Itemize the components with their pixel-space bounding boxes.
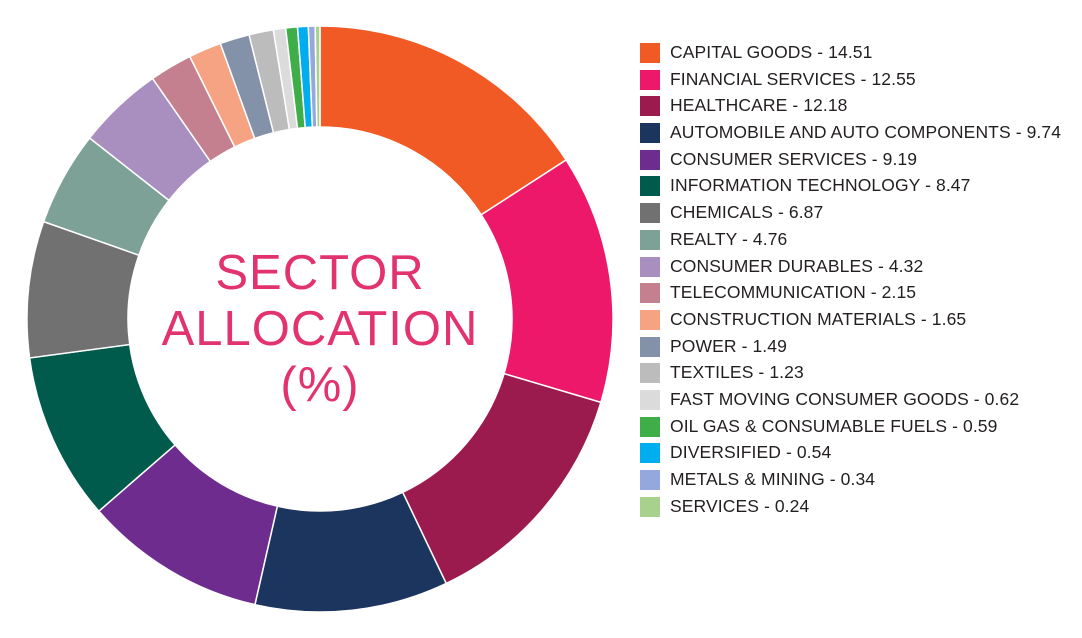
legend-item: CONSTRUCTION MATERIALS - 1.65 <box>640 309 1076 332</box>
legend-swatch <box>640 69 660 90</box>
legend-swatch <box>640 283 660 304</box>
legend-swatch <box>640 176 660 197</box>
legend-item: METALS & MINING - 0.34 <box>640 469 1076 492</box>
legend-swatch <box>640 256 660 277</box>
legend-item: SERVICES - 0.24 <box>640 496 1076 519</box>
legend-label: POWER - 1.49 <box>670 335 787 356</box>
legend-label: CAPITAL GOODS - 14.51 <box>670 42 873 62</box>
legend-swatch <box>640 149 660 170</box>
legend-item: AUTOMOBILE AND AUTO COMPONENTS - 9.74 <box>640 122 1076 145</box>
legend-swatch <box>640 443 660 464</box>
chart-title: SECTOR ALLOCATION (%) <box>160 245 480 413</box>
legend-swatch <box>640 123 660 144</box>
legend-label: REALTY - 4.76 <box>670 228 788 249</box>
legend-label: TEXTILES - 1.23 <box>670 362 804 383</box>
donut-slice-18 <box>314 25 321 128</box>
legend-label: DIVERSIFIED - 0.54 <box>670 442 832 463</box>
legend-item: CHEMICALS - 6.87 <box>640 202 1076 225</box>
legend-swatch <box>640 389 660 410</box>
chart-legend: CAPITAL GOODS - 14.51 FINANCIAL SERVICES … <box>640 42 1076 522</box>
chart-title-line-2: ALLOCATION <box>161 302 479 356</box>
legend-item: FINANCIAL SERVICES - 12.55 <box>640 69 1076 92</box>
legend-item: TELECOMMUNICATION - 2.15 <box>640 282 1076 305</box>
legend-swatch <box>640 363 660 384</box>
legend-label: CONSUMER SERVICES - 9.19 <box>670 148 918 169</box>
donut-svg <box>26 25 614 613</box>
legend-swatch <box>640 309 660 330</box>
legend-label: FAST MOVING CONSUMER GOODS - 0.62 <box>670 388 1020 409</box>
legend-item: INFORMATION TECHNOLOGY - 8.47 <box>640 175 1076 198</box>
legend-swatch <box>640 203 660 224</box>
chart-title-line-3: (%) <box>280 358 360 412</box>
legend-swatch <box>640 43 660 63</box>
chart-title-line-1: SECTOR <box>215 246 425 300</box>
legend-item: FAST MOVING CONSUMER GOODS - 0.62 <box>640 389 1076 412</box>
legend-swatch <box>640 229 660 250</box>
legend-swatch <box>640 96 660 117</box>
legend-item: OIL GAS & CONSUMABLE FUELS - 0.59 <box>640 416 1076 439</box>
legend-item: CONSUMER SERVICES - 9.19 <box>640 149 1076 172</box>
legend-label: AUTOMOBILE AND AUTO COMPONENTS - 9.74 <box>670 122 1062 143</box>
legend-label: TELECOMMUNICATION - 2.15 <box>670 282 917 303</box>
legend-item: POWER - 1.49 <box>640 336 1076 359</box>
legend-label: CHEMICALS - 6.87 <box>670 202 824 223</box>
legend-label: CONSTRUCTION MATERIALS - 1.65 <box>670 308 967 329</box>
legend-label: OIL GAS & CONSUMABLE FUELS - 0.59 <box>670 415 998 436</box>
legend-swatch <box>640 416 660 437</box>
legend-label: SERVICES - 0.24 <box>670 495 810 516</box>
legend-label: INFORMATION TECHNOLOGY - 8.47 <box>670 175 971 196</box>
legend-label: METALS & MINING - 0.34 <box>670 469 876 489</box>
legend-label: CONSUMER DURABLES - 4.32 <box>670 255 924 276</box>
legend-swatch <box>640 470 660 490</box>
legend-label: HEALTHCARE - 12.18 <box>670 95 848 116</box>
legend-swatch <box>640 496 660 517</box>
donut-chart: SECTOR ALLOCATION (%) <box>26 25 614 613</box>
legend-item: HEALTHCARE - 12.18 <box>640 95 1076 118</box>
legend-item: CONSUMER DURABLES - 4.32 <box>640 256 1076 279</box>
legend-item: CAPITAL GOODS - 14.51 <box>640 42 1076 65</box>
legend-item: TEXTILES - 1.23 <box>640 362 1076 385</box>
legend-label: FINANCIAL SERVICES - 12.55 <box>670 68 916 89</box>
legend-item: REALTY - 4.76 <box>640 229 1076 252</box>
legend-item: DIVERSIFIED - 0.54 <box>640 442 1076 465</box>
legend-swatch <box>640 336 660 357</box>
